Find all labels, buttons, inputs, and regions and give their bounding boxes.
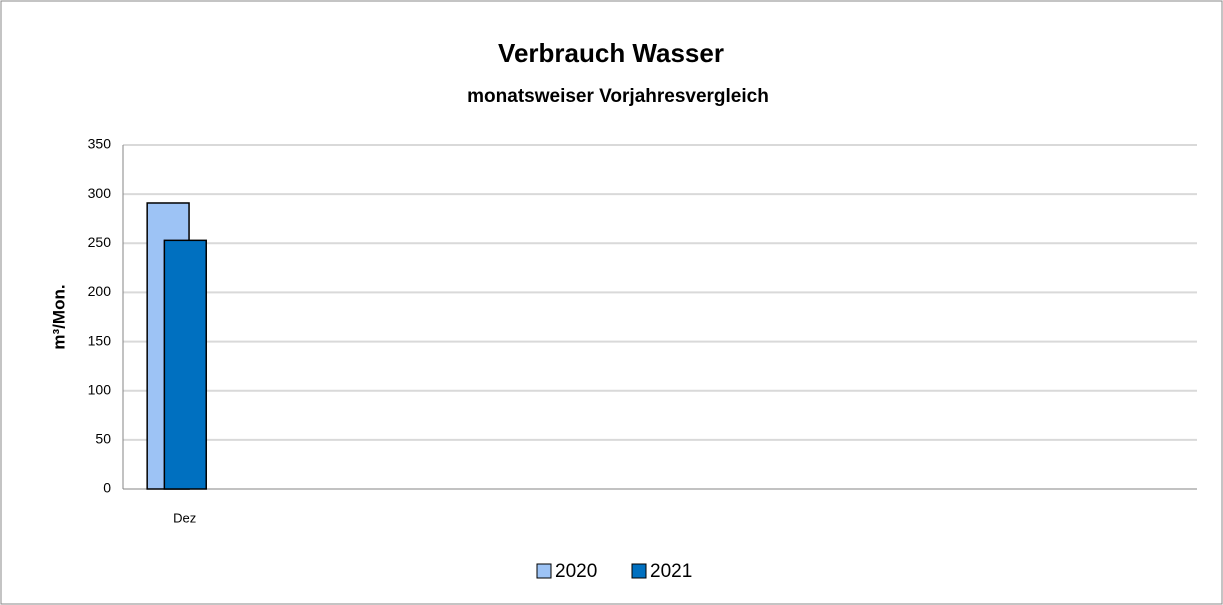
chart-title: Verbrauch Wasser [498,38,724,68]
y-tick-label: 50 [95,431,111,447]
y-tick-label: 100 [88,381,112,397]
legend-swatch [536,563,552,579]
y-tick-label: 350 [88,136,112,152]
chart-subtitle: monatsweiser Vorjahresvergleich [467,86,769,107]
bar [163,239,207,490]
y-tick-label: 250 [88,234,112,250]
y-axis-label: m³/Mon. [49,284,68,349]
y-tick-label: 200 [88,283,112,299]
legend-label: 2020 [555,561,597,582]
legend-label: 2021 [650,561,692,582]
legend-swatch [631,563,647,579]
y-tick-label: 0 [103,480,111,496]
x-tick-label: Dez [173,510,196,525]
y-tick-label: 300 [88,185,112,201]
y-tick-label: 150 [88,332,112,348]
